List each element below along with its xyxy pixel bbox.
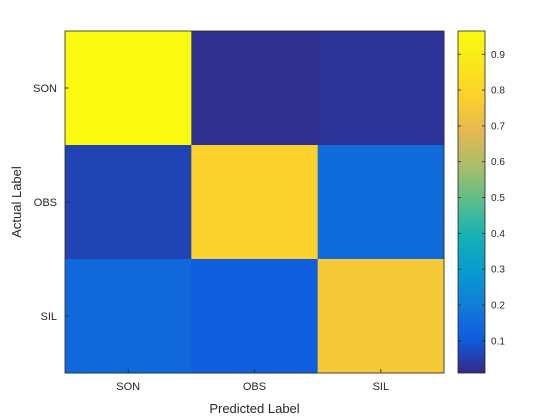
heatmap-cell-obs-sil: [317, 145, 445, 260]
x-axis-label: Predicted Label: [209, 401, 299, 416]
y-tick-label: SON: [33, 83, 57, 95]
heatmap-cell-sil-son: [65, 259, 192, 374]
heatmap-cell-son-obs: [191, 31, 319, 146]
colorbar-tick-label: 0.3: [491, 265, 505, 276]
heatmap-cell-son-son: [65, 31, 192, 146]
y-axis-label: Actual Label: [9, 166, 24, 238]
colorbar-tick-label: 0.9: [491, 50, 505, 61]
y-tick-label: OBS: [34, 197, 57, 209]
x-axis-ticks: SON OBS SIL: [116, 369, 389, 393]
colorbar-tick-label: 0.4: [491, 229, 505, 240]
heatmap-cells: [65, 31, 445, 374]
x-tick-label: OBS: [243, 381, 266, 393]
y-tick-label: SIL: [40, 311, 57, 323]
y-axis-ticks: SON OBS SIL: [33, 83, 69, 323]
colorbar-tick-label: 0.8: [491, 86, 505, 97]
colorbar-tick-label: 0.1: [491, 336, 505, 347]
x-tick-label: SON: [116, 381, 140, 393]
colorbar-tick-label: 0.5: [491, 193, 505, 204]
heatmap-cell-obs-son: [65, 145, 192, 260]
heatmap-cell-sil-sil: [317, 259, 445, 374]
colorbar-tick-label: 0.7: [491, 121, 505, 132]
x-tick-label: SIL: [373, 381, 390, 393]
heatmap-cell-obs-obs: [191, 145, 319, 260]
heatmap-cell-sil-obs: [191, 259, 319, 374]
colorbar: [457, 30, 486, 374]
colorbar-tick-label: 0.6: [491, 157, 505, 168]
heatmap-cell-son-sil: [317, 31, 445, 146]
colorbar-tick-label: 0.2: [491, 300, 505, 311]
colorbar-ticks: 0.1 0.2 0.3 0.4 0.5 0.6 0.7 0.8 0.9: [458, 50, 505, 347]
